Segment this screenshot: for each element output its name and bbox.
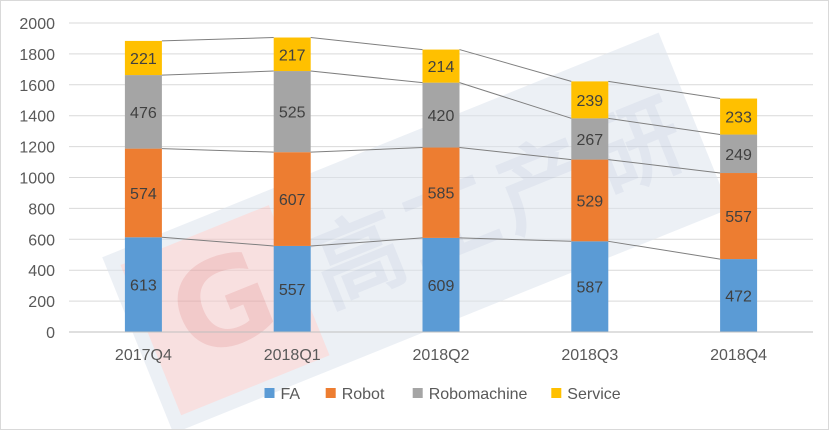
data-labels: 613 574 476 221 557 607 525 217 609 585 420 214 587 5… [130, 47, 752, 305]
series-line-service [310, 37, 423, 51]
series-lines [161, 37, 721, 260]
x-tick-label: 2018Q1 [264, 347, 321, 364]
data-label-fa-2017q4: 613 [130, 278, 157, 295]
data-label-fa-2018q4: 472 [725, 289, 752, 306]
legend-swatch-fa [264, 388, 275, 398]
y-tick-label: 600 [28, 232, 55, 249]
data-label-robot-2018q2: 585 [428, 186, 455, 203]
data-label-robot-2018q3: 529 [576, 193, 603, 210]
data-label-robomachine-2017q4: 476 [130, 105, 157, 122]
data-label-fa-2018q1: 557 [279, 282, 306, 299]
series-line-fa [161, 236, 274, 247]
x-tick-label: 2018Q3 [561, 347, 618, 364]
series-line-robomachine [459, 82, 572, 119]
series-line-robomachine [161, 70, 274, 76]
series-line-robomachine [608, 117, 721, 136]
legend-label-robot: Robot [342, 386, 385, 403]
y-tick-label: 800 [28, 201, 55, 218]
data-label-robot-2018q4: 557 [725, 209, 752, 226]
bar-segment-fa-2018q2 [422, 237, 460, 332]
x-tick-label: 2018Q2 [413, 347, 470, 364]
legend-swatch-robomachine [412, 388, 423, 398]
bar-segment-service-2018q4 [720, 98, 758, 135]
bar-segment-fa-2018q4 [720, 259, 758, 332]
series-line-service [608, 80, 721, 100]
bar-segment-service-2018q1 [273, 37, 311, 72]
bar-segment-robot-2018q3 [571, 159, 609, 242]
series-line-robot [459, 147, 572, 161]
y-tick-label: 200 [28, 294, 55, 311]
data-label-robomachine-2018q3: 267 [576, 132, 603, 149]
series-line-robot [161, 148, 274, 153]
legend-label-robomachine: Robomachine [429, 386, 528, 403]
data-label-fa-2018q2: 609 [428, 278, 455, 295]
data-label-robomachine-2018q4: 249 [725, 147, 752, 164]
legend: FA Robot Robomachine Service [264, 386, 621, 403]
data-label-service-2018q1: 217 [279, 47, 306, 64]
bar-segment-robot-2018q1 [273, 152, 311, 246]
series-line-fa [459, 237, 572, 242]
data-label-fa-2018q3: 587 [576, 280, 603, 297]
legend-label-service: Service [567, 386, 620, 403]
y-tick-label: 0 [46, 325, 55, 342]
y-tick-label: 1800 [19, 47, 55, 64]
series-line-service [161, 37, 274, 42]
y-tick-label: 2000 [19, 16, 55, 33]
bar-segment-robomachine-2018q4 [720, 134, 758, 174]
bar-segment-fa-2018q1 [273, 245, 311, 332]
y-tick-label: 1400 [19, 109, 55, 126]
series-line-fa [608, 240, 721, 260]
data-label-robot-2018q1: 607 [279, 192, 306, 209]
legend-swatch-robot [325, 388, 336, 398]
bar-segment-robomachine-2018q2 [422, 82, 460, 148]
x-tick-label: 2018Q4 [710, 347, 767, 364]
y-tick-label: 1600 [19, 78, 55, 95]
bar-segment-service-2017q4 [124, 40, 162, 76]
bar-segment-robot-2018q2 [422, 147, 460, 238]
series-line-fa [310, 237, 423, 247]
watermark: G 高 工 产 研 [102, 32, 730, 429]
bar-segment-robot-2017q4 [124, 148, 162, 238]
bar-segment-robomachine-2017q4 [124, 75, 162, 149]
bar-segment-robomachine-2018q1 [273, 71, 311, 153]
bar-segment-fa-2017q4 [124, 237, 162, 332]
series-line-robomachine [310, 70, 423, 84]
series-line-service [459, 49, 572, 82]
bar-segment-robot-2018q4 [720, 173, 758, 260]
bar-segment-service-2018q3 [571, 81, 609, 119]
data-label-service-2018q2: 214 [428, 59, 455, 76]
bar-segment-robomachine-2018q3 [571, 118, 609, 160]
y-tick-label: 1200 [19, 140, 55, 157]
data-label-service-2017q4: 221 [130, 51, 157, 68]
y-tick-label: 1000 [19, 171, 55, 188]
series-line-robot [608, 159, 721, 174]
data-label-robomachine-2018q2: 420 [428, 108, 455, 125]
y-tick-label: 400 [28, 263, 55, 280]
bar-segment-fa-2018q3 [571, 241, 609, 332]
axes: 0 200 400 600 800 1000 1200 1400 1600 1800 2000 201… [19, 16, 813, 364]
series-line-robot [310, 147, 423, 153]
data-label-robomachine-2018q1: 525 [279, 105, 306, 122]
x-tick-label: 2017Q4 [115, 347, 172, 364]
legend-swatch-service [551, 388, 562, 398]
data-label-service-2018q4: 233 [725, 110, 752, 127]
bar-segment-service-2018q2 [422, 49, 460, 83]
data-label-service-2018q3: 239 [576, 93, 603, 110]
bars [124, 37, 758, 332]
data-label-robot-2017q4: 574 [130, 186, 157, 203]
legend-label-fa: FA [281, 386, 301, 403]
